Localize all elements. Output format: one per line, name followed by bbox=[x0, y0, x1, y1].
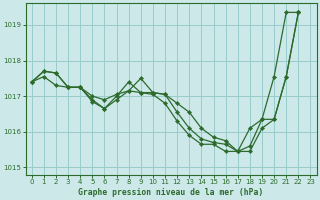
X-axis label: Graphe pression niveau de la mer (hPa): Graphe pression niveau de la mer (hPa) bbox=[78, 188, 264, 197]
